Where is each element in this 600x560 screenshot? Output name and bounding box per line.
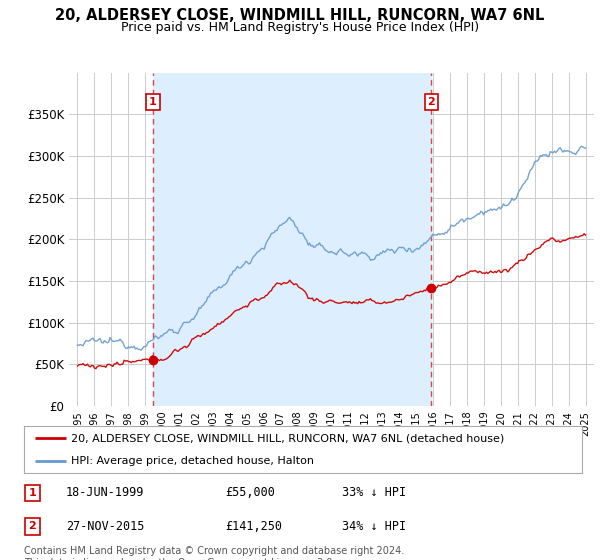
Text: £141,250: £141,250 [225,520,282,533]
Text: 1: 1 [149,97,157,107]
Text: 27-NOV-2015: 27-NOV-2015 [66,520,144,533]
Text: 33% ↓ HPI: 33% ↓ HPI [342,487,406,500]
Text: 34% ↓ HPI: 34% ↓ HPI [342,520,406,533]
Text: 2: 2 [28,521,36,531]
Text: HPI: Average price, detached house, Halton: HPI: Average price, detached house, Halt… [71,456,314,466]
Text: Contains HM Land Registry data © Crown copyright and database right 2024.
This d: Contains HM Land Registry data © Crown c… [24,546,404,560]
Text: £55,000: £55,000 [225,487,275,500]
Text: 18-JUN-1999: 18-JUN-1999 [66,487,144,500]
Text: 20, ALDERSEY CLOSE, WINDMILL HILL, RUNCORN, WA7 6NL (detached house): 20, ALDERSEY CLOSE, WINDMILL HILL, RUNCO… [71,433,505,444]
Bar [153,73,431,406]
Text: Price paid vs. HM Land Registry's House Price Index (HPI): Price paid vs. HM Land Registry's House … [121,21,479,34]
Text: 1: 1 [28,488,36,498]
Text: 2: 2 [428,97,435,107]
Text: 20, ALDERSEY CLOSE, WINDMILL HILL, RUNCORN, WA7 6NL: 20, ALDERSEY CLOSE, WINDMILL HILL, RUNCO… [55,8,545,24]
